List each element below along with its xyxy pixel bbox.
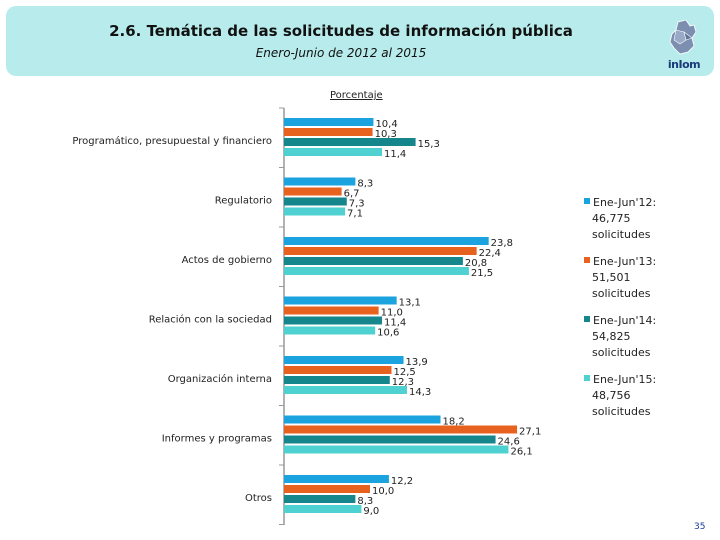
data-label: 7,1 bbox=[347, 209, 363, 220]
data-label: 10,0 bbox=[372, 486, 394, 497]
bar bbox=[284, 326, 376, 335]
bar bbox=[284, 316, 383, 325]
bar bbox=[284, 138, 416, 146]
bar bbox=[284, 237, 489, 245]
legend-label: Ene-Jun'13: bbox=[593, 255, 656, 268]
axis-label-porcentaje: Porcentaje bbox=[330, 90, 383, 101]
legend-label: solicitudes bbox=[592, 405, 651, 418]
bar bbox=[284, 306, 379, 315]
bar bbox=[284, 128, 373, 136]
data-label: 27,1 bbox=[519, 427, 541, 438]
chart-title: 2.6. Temática de las solicitudes de info… bbox=[109, 22, 573, 40]
legend-label: Ene-Jun'12: bbox=[593, 196, 656, 209]
legend-swatch bbox=[584, 198, 590, 204]
data-label: 11,4 bbox=[384, 318, 406, 329]
bar bbox=[284, 415, 441, 424]
legend-label: 54,825 bbox=[592, 330, 631, 343]
category-label: Programático, presupuestal y financiero bbox=[72, 135, 272, 147]
data-label: 20,8 bbox=[465, 258, 487, 269]
bar bbox=[284, 177, 356, 186]
category-label: Organización interna bbox=[168, 373, 272, 385]
legend-label: Ene-Jun'15: bbox=[593, 373, 656, 386]
data-label: 14,3 bbox=[409, 387, 431, 398]
category-label: Regulatorio bbox=[215, 196, 272, 207]
bar bbox=[284, 207, 346, 216]
page-number: 35 bbox=[694, 522, 706, 532]
inlom-logo: inIom bbox=[660, 19, 708, 76]
data-label: 21,5 bbox=[471, 268, 493, 279]
data-label: 6,7 bbox=[344, 189, 360, 200]
data-label: 10,3 bbox=[375, 129, 397, 140]
data-label: 12,2 bbox=[391, 476, 413, 487]
legend-label: solicitudes bbox=[592, 346, 651, 359]
bar bbox=[284, 118, 374, 126]
bar bbox=[284, 296, 397, 305]
bar bbox=[284, 257, 463, 265]
data-label: 15,3 bbox=[418, 139, 440, 150]
bar bbox=[284, 366, 392, 374]
category-label: Informes y programas bbox=[162, 434, 272, 445]
data-label: 12,3 bbox=[392, 377, 414, 388]
bar bbox=[284, 445, 509, 454]
bar bbox=[284, 197, 347, 206]
legend-label: 51,501 bbox=[592, 271, 631, 284]
category-label: Actos de gobierno bbox=[182, 255, 272, 266]
data-label: 23,8 bbox=[491, 238, 513, 249]
bar bbox=[284, 485, 370, 493]
bar bbox=[284, 435, 496, 444]
category-label: Relación con la sociedad bbox=[149, 314, 272, 326]
bar bbox=[284, 386, 407, 394]
bar bbox=[284, 495, 356, 503]
chart-subtitle: Enero-Junio de 2012 al 2015 bbox=[255, 46, 427, 60]
category-label: Otros bbox=[245, 493, 272, 504]
data-label: 18,2 bbox=[443, 417, 465, 428]
legend-label: 46,775 bbox=[592, 212, 631, 225]
legend-swatch bbox=[584, 316, 590, 322]
data-label: 8,3 bbox=[357, 179, 373, 190]
header-banner: 2.6. Temática de las solicitudes de info… bbox=[6, 6, 714, 76]
data-label: 8,3 bbox=[357, 496, 373, 507]
data-label: 9,0 bbox=[363, 506, 379, 517]
bar bbox=[284, 148, 383, 156]
legend-label: solicitudes bbox=[592, 228, 651, 241]
legend-label: solicitudes bbox=[592, 287, 651, 300]
data-label: 10,6 bbox=[377, 328, 399, 339]
legend-label: Ene-Jun'14: bbox=[593, 314, 656, 327]
legend-swatch bbox=[584, 375, 590, 381]
bar bbox=[284, 475, 389, 483]
data-label: 13,1 bbox=[399, 298, 421, 309]
bar bbox=[284, 505, 362, 513]
data-label: 24,6 bbox=[498, 437, 520, 448]
data-label: 13,9 bbox=[406, 357, 428, 368]
data-label: 10,4 bbox=[375, 119, 397, 130]
bar bbox=[284, 425, 518, 434]
data-label: 22,4 bbox=[479, 248, 501, 259]
logo-map-icon bbox=[669, 19, 697, 55]
bar bbox=[284, 376, 390, 384]
logo-text: inIom bbox=[667, 58, 701, 71]
data-label: 11,4 bbox=[384, 149, 406, 160]
bar bbox=[284, 187, 342, 196]
data-label: 7,3 bbox=[349, 199, 365, 210]
data-label: 12,5 bbox=[394, 367, 416, 378]
legend-swatch bbox=[584, 257, 590, 263]
bar bbox=[284, 356, 404, 364]
bar bbox=[284, 247, 477, 255]
legend-label: 48,756 bbox=[592, 389, 631, 402]
data-label: 11,0 bbox=[381, 308, 403, 319]
bar bbox=[284, 267, 469, 275]
data-label: 26,1 bbox=[510, 447, 532, 458]
